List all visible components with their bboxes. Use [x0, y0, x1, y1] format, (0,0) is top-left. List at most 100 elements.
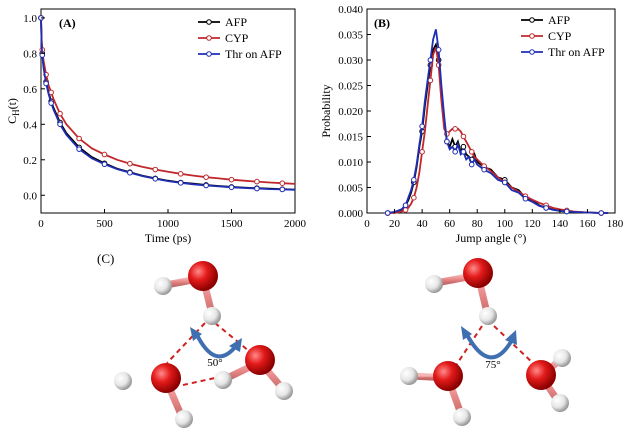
x-tick-label: 180	[607, 218, 624, 230]
data-point	[127, 169, 133, 176]
data-point	[444, 138, 450, 145]
hydrogen-bond-line	[166, 322, 206, 364]
series-line-cyp	[40, 17, 296, 185]
hydrogen-atom	[275, 382, 293, 400]
legend-marker	[206, 51, 212, 57]
legend-label: Thr on AFP	[548, 45, 605, 59]
data-point	[384, 210, 391, 216]
data-point	[435, 47, 442, 53]
panel-a-xlabel: Time (ps)	[145, 231, 192, 245]
legend-marker	[206, 19, 212, 25]
arrowhead-icon	[461, 326, 472, 340]
data-point	[254, 185, 260, 192]
y-tick-label: 0.000	[338, 208, 363, 220]
y-tick-label: 0.6	[23, 84, 37, 96]
y-tick-label: 0.040	[338, 4, 363, 16]
data-point	[203, 182, 209, 189]
legend-label: Thr on AFP	[225, 47, 282, 61]
data-point	[203, 174, 209, 180]
legend-marker	[529, 17, 535, 23]
panel-a-legend: AFP CYP Thr on AFP	[198, 15, 282, 61]
panel-b-xlabel: Jump angle (°)	[456, 231, 527, 245]
data-point	[402, 207, 409, 213]
legend-marker	[529, 33, 535, 39]
data-point	[419, 149, 425, 155]
data-point	[501, 179, 508, 186]
x-tick-label: 0	[38, 218, 44, 230]
panel-b-ylabel: Probability	[319, 84, 333, 137]
rotation-arrow-icon	[194, 332, 238, 359]
data-point	[427, 77, 434, 84]
y-tick-label: 0.4	[23, 119, 37, 131]
x-tick-label: 0	[364, 218, 370, 230]
x-tick-label: 40	[417, 218, 429, 230]
arrowhead-icon	[190, 327, 202, 341]
water-cluster-left: 50°	[114, 261, 293, 428]
data-point	[228, 184, 235, 191]
angle-label-right: 75°	[485, 359, 500, 371]
data-point	[279, 180, 286, 186]
data-point	[460, 149, 467, 155]
arrowhead-icon	[229, 338, 242, 352]
oxygen-atom	[245, 345, 275, 375]
data-point	[563, 208, 570, 215]
hydrogen-atom	[551, 394, 569, 412]
data-point	[177, 170, 184, 177]
x-tick-label: 1000	[157, 218, 180, 230]
hydrogen-atom	[400, 367, 418, 385]
data-point	[48, 89, 54, 96]
hydrogen-atom	[175, 410, 193, 428]
y-tick-label: 0.010	[338, 157, 363, 169]
data-point	[411, 177, 417, 183]
legend-marker	[529, 49, 535, 55]
x-tick-label: 100	[497, 218, 514, 230]
hydrogen-atom	[203, 307, 221, 325]
hydrogen-bond-line	[493, 325, 537, 367]
hydrogen-atom	[479, 307, 497, 325]
y-tick-label: 0.035	[338, 30, 363, 42]
oxygen-atom	[463, 258, 493, 288]
x-tick-label: 120	[524, 218, 541, 230]
data-point	[57, 110, 63, 117]
y-tick-label: 0.025	[338, 81, 363, 93]
data-point	[43, 80, 49, 87]
data-point	[460, 133, 467, 140]
y-tick-label: 0.8	[23, 48, 37, 60]
data-point	[427, 57, 434, 63]
data-point	[543, 205, 549, 211]
oxygen-atom	[188, 261, 218, 291]
water-cluster-right: 75°	[400, 258, 571, 426]
data-point	[452, 126, 458, 132]
x-tick-label: 1500	[221, 218, 244, 230]
data-point	[411, 194, 417, 201]
data-point	[452, 149, 458, 155]
angle-label-left: 50°	[207, 357, 222, 369]
data-point	[419, 123, 425, 130]
data-point	[598, 210, 605, 216]
panel-c-label: (C)	[97, 251, 114, 266]
series-line-cyp	[387, 46, 609, 214]
data-point	[279, 186, 286, 193]
x-tick-label: 140	[552, 218, 569, 230]
data-point	[39, 52, 46, 58]
data-point	[57, 121, 63, 128]
data-point	[127, 160, 133, 167]
data-point	[522, 195, 529, 202]
data-point	[468, 149, 475, 155]
oxygen-atom	[433, 361, 463, 391]
legend-label: CYP	[548, 29, 572, 43]
data-point	[460, 143, 467, 150]
hydrogen-atom	[154, 277, 172, 295]
series-line-thr-on-afp	[387, 29, 609, 214]
legend-marker	[206, 35, 212, 41]
x-tick-label: 500	[96, 218, 113, 230]
data-point	[76, 146, 82, 152]
hydrogen-atom	[425, 275, 443, 293]
data-point	[481, 166, 487, 173]
hydrogen-atom	[453, 408, 471, 426]
panel-b-label: (B)	[374, 16, 390, 30]
data-point	[48, 100, 54, 106]
series-line-afp	[40, 17, 296, 191]
oxygen-atom	[151, 363, 181, 393]
